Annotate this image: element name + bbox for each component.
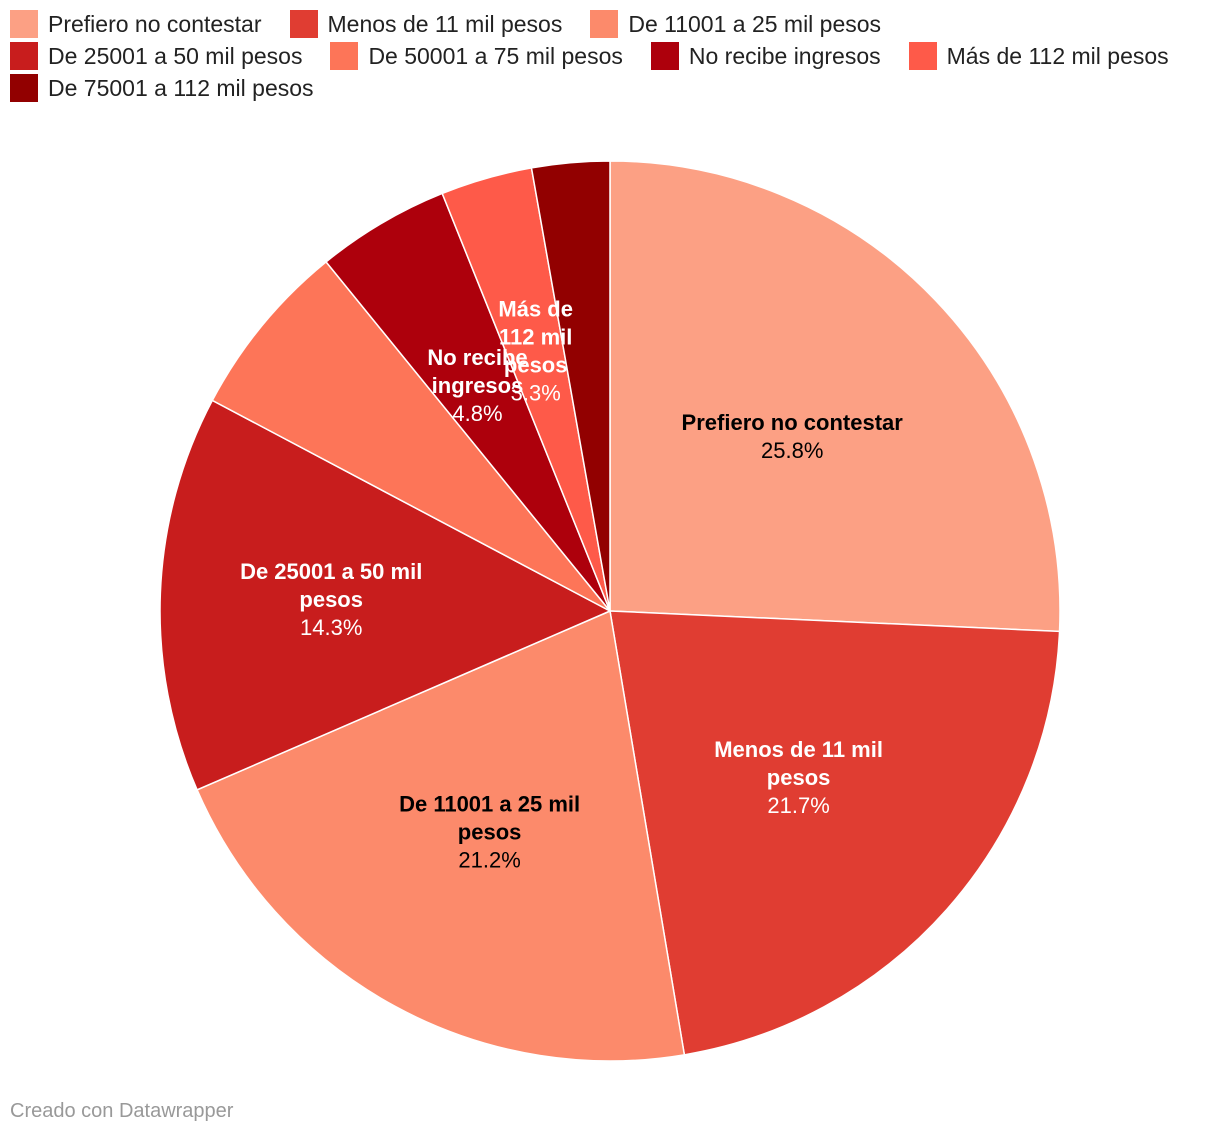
legend-swatch bbox=[330, 42, 359, 70]
pie-slices bbox=[159, 160, 1061, 1062]
legend-item-mas-de-112-mil: Más de 112 mil pesos bbox=[908, 42, 1169, 70]
slice-label-value: 25.8% bbox=[761, 438, 823, 463]
legend-item-no-recibe-ingresos: No recibe ingresos bbox=[650, 42, 881, 70]
slice-label-name: De 11001 a 25 mil bbox=[399, 791, 580, 816]
legend-item-de-75001-a-112-mil: De 75001 a 112 mil pesos bbox=[10, 74, 314, 102]
slice-label-name: pesos bbox=[299, 587, 363, 612]
legend-swatch bbox=[590, 10, 619, 38]
slice-label-prefiero-no-contestar: Prefiero no contestar 25.8% bbox=[682, 410, 904, 463]
pie-slice-de-50001-a-75-mil-pesos bbox=[211, 260, 611, 612]
pie-labels: Prefiero no contestar 25.8% Menos de 11 mi… bbox=[240, 296, 903, 872]
legend-label: Más de 112 mil pesos bbox=[946, 42, 1169, 69]
legend-row: Prefiero no contestar Menos de 11 mil pe… bbox=[10, 8, 1210, 40]
slice-label-no-recibe-ingresos: No recibe ingresos 4.8% bbox=[427, 345, 527, 426]
legend-label: De 50001 a 75 mil pesos bbox=[368, 42, 623, 69]
legend-swatch bbox=[650, 42, 679, 70]
legend-item-de-25001-a-50-mil: De 25001 a 50 mil pesos bbox=[10, 42, 302, 70]
legend-item-prefiero-no-contestar: Prefiero no contestar bbox=[10, 10, 262, 38]
slice-label-name: 112 mil bbox=[499, 324, 572, 349]
slice-label-de-25001-a-50-mil-pesos: De 25001 a 50 mil pesos 14.3% bbox=[240, 559, 422, 640]
legend-swatch bbox=[289, 10, 318, 38]
slice-label-name: pesos bbox=[504, 352, 568, 377]
slice-label-mas-de-112-mil-pesos: Más de 112 mil pesos 3.3% bbox=[498, 296, 573, 405]
credit-text: Creado con Datawrapper bbox=[10, 1100, 234, 1122]
legend-item-de-11001-a-25-mil: De 11001 a 25 mil pesos bbox=[590, 10, 881, 38]
slice-label-name: Más de bbox=[498, 296, 573, 321]
legend-swatch bbox=[10, 10, 38, 38]
legend-label: Prefiero no contestar bbox=[48, 10, 262, 37]
slice-label-value: 3.3% bbox=[511, 380, 561, 405]
legend-label: De 11001 a 25 mil pesos bbox=[628, 10, 882, 37]
legend-row: De 75001 a 112 mil pesos bbox=[10, 72, 1210, 104]
slice-label-name: Prefiero no contestar bbox=[682, 410, 904, 435]
slice-label-de-11001-a-25-mil-pesos: De 11001 a 25 mil pesos 21.2% bbox=[399, 791, 580, 872]
pie-slice-prefiero-no-contestar bbox=[609, 160, 1061, 633]
pie-slice-de-25001-a-50-mil-pesos bbox=[159, 399, 612, 791]
legend-swatch bbox=[10, 42, 38, 70]
slice-label-name: De 25001 a 50 mil bbox=[240, 559, 422, 584]
slice-label-menos-de-11-mil-pesos: Menos de 11 mil pesos 21.7% bbox=[714, 737, 883, 818]
slice-label-name: Menos de 11 mil bbox=[714, 737, 883, 762]
slice-label-value: 4.8% bbox=[452, 401, 502, 426]
pie-slice-menos-de-11-mil-pesos bbox=[609, 610, 1061, 1056]
slice-label-name: No recibe bbox=[427, 345, 527, 370]
slice-label-value: 21.7% bbox=[767, 793, 829, 818]
slice-label-name: pesos bbox=[767, 765, 831, 790]
pie-slice-de-11001-a-25-mil-pesos bbox=[196, 609, 686, 1062]
legend-label: De 25001 a 50 mil pesos bbox=[48, 42, 303, 69]
slice-label-name: ingresos bbox=[432, 373, 524, 398]
legend-item-de-50001-a-75-mil: De 50001 a 75 mil pesos bbox=[330, 42, 623, 70]
slice-label-value: 21.2% bbox=[458, 847, 520, 872]
slice-label-name: pesos bbox=[458, 819, 522, 844]
pie-slice-de-75001-a-112-mil-pesos bbox=[530, 160, 611, 612]
chart-legend: Prefiero no contestar Menos de 11 mil pe… bbox=[10, 8, 1210, 104]
legend-label: Menos de 11 mil pesos bbox=[327, 10, 563, 37]
legend-row: De 25001 a 50 mil pesos De 50001 a 75 mi… bbox=[10, 40, 1210, 72]
legend-label: No recibe ingresos bbox=[688, 42, 881, 69]
legend-swatch bbox=[10, 74, 38, 102]
legend-label: De 75001 a 112 mil pesos bbox=[48, 74, 314, 101]
legend-swatch bbox=[908, 42, 937, 70]
slice-label-value: 14.3% bbox=[300, 615, 362, 640]
legend-item-menos-de-11-mil: Menos de 11 mil pesos bbox=[289, 10, 563, 38]
